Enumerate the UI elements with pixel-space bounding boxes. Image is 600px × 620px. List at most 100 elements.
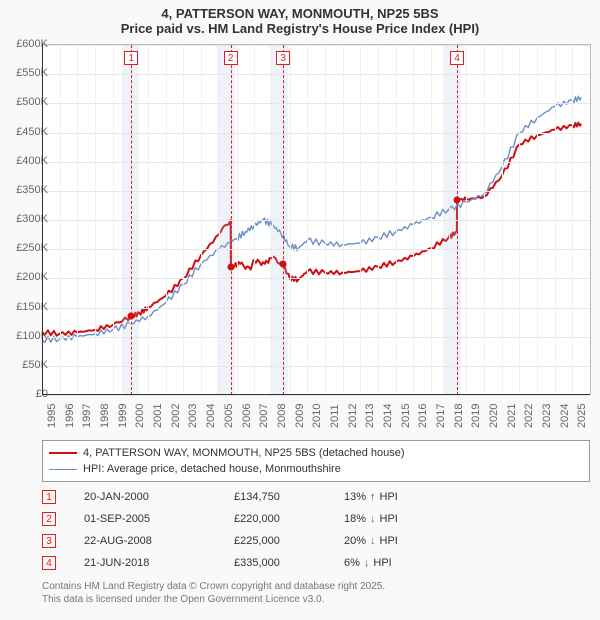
sale-marker-line [131,45,132,395]
x-axis-label: 2025 [576,414,588,428]
legend-swatch [49,452,77,454]
plot-area: 1234 [42,44,591,395]
y-axis [42,44,43,394]
x-gridline [431,45,432,395]
delta-percent: 13% [344,491,366,503]
sales-row: 2 01-SEP-2005£220,00018% ↓ HPI [42,508,590,530]
sales-row-delta: 13% ↑ HPI [344,491,424,503]
x-axis-label: 2001 [152,414,164,428]
sales-row-date: 01-SEP-2005 [84,513,234,525]
sale-marker-box: 1 [124,51,138,65]
y-gridline [42,366,590,367]
legend: 4, PATTERSON WAY, MONMOUTH, NP25 5BS (de… [42,440,590,482]
x-axis-label: 2019 [470,414,482,428]
x-gridline [413,45,414,395]
x-axis-label: 2011 [329,414,341,428]
x-axis-label: 2003 [187,414,199,428]
sales-row-delta: 18% ↓ HPI [344,513,424,525]
x-axis-label: 2017 [435,414,447,428]
x-gridline [60,45,61,395]
sale-marker-box: 3 [276,51,290,65]
x-gridline [307,45,308,395]
x-axis-label: 2013 [364,414,376,428]
x-axis-label: 2020 [488,414,500,428]
y-gridline [42,45,590,46]
legend-row: 4, PATTERSON WAY, MONMOUTH, NP25 5BS (de… [49,445,583,461]
x-gridline [219,45,220,395]
x-gridline [148,45,149,395]
x-gridline [555,45,556,395]
delta-percent: 6% [344,557,360,569]
sales-row-marker: 2 [42,512,56,526]
y-gridline [42,249,590,250]
y-gridline [42,162,590,163]
sales-row-price: £220,000 [234,513,344,525]
sale-marker-line [231,45,232,395]
y-gridline [42,308,590,309]
sales-row-date: 20-JAN-2000 [84,491,234,503]
x-gridline [396,45,397,395]
x-axis-label: 1999 [117,414,129,428]
x-axis-label: 2012 [347,414,359,428]
y-gridline [42,191,590,192]
sales-row-price: £134,750 [234,491,344,503]
x-axis-label: 2022 [523,414,535,428]
arrow-down-icon: ↓ [370,513,376,525]
x-axis-label: 2007 [258,414,270,428]
footer-line1: Contains HM Land Registry data © Crown c… [42,580,590,593]
y-gridline [42,337,590,338]
x-gridline [484,45,485,395]
x-axis-label: 2009 [294,414,306,428]
x-gridline [449,45,450,395]
x-gridline [77,45,78,395]
sales-row-date: 21-JUN-2018 [84,557,234,569]
x-gridline [343,45,344,395]
x-axis-label: 2014 [382,414,394,428]
delta-vs-label: HPI [380,513,398,525]
legend-label: HPI: Average price, detached house, Monm… [83,463,341,475]
x-axis-label: 2006 [241,414,253,428]
x-gridline [95,45,96,395]
sale-marker-line [283,45,284,395]
delta-vs-label: HPI [373,557,391,569]
x-axis-label: 2004 [205,414,217,428]
sales-table: 1 20-JAN-2000£134,75013% ↑ HPI 2 01-SEP-2005£… [42,486,590,574]
y-gridline [42,103,590,104]
x-axis-label: 1996 [64,414,76,428]
x-axis-label: 2021 [506,414,518,428]
x-gridline [237,45,238,395]
x-axis-label: 2000 [134,414,146,428]
delta-percent: 18% [344,513,366,525]
arrow-down-icon: ↓ [364,557,370,569]
legend-row: HPI: Average price, detached house, Monm… [49,461,583,477]
legend-swatch [49,469,77,470]
x-gridline [201,45,202,395]
y-gridline [42,133,590,134]
x-gridline [378,45,379,395]
sale-marker-line [457,45,458,395]
sales-row-delta: 6% ↓HPI [344,557,424,569]
delta-vs-label: HPI [380,535,398,547]
delta-vs-label: HPI [380,491,398,503]
sales-row: 1 20-JAN-2000£134,75013% ↑ HPI [42,486,590,508]
y-gridline [42,74,590,75]
x-gridline [466,45,467,395]
title-line2: Price paid vs. HM Land Registry's House … [0,21,600,42]
x-gridline [519,45,520,395]
x-gridline [290,45,291,395]
x-axis-label: 2018 [453,414,465,428]
sales-row: 421-JUN-2018£335,0006%↓HPI [42,552,590,574]
chart-container: 4, PATTERSON WAY, MONMOUTH, NP25 5BS Pri… [0,0,600,620]
sales-row-marker: 1 [42,490,56,504]
legend-label: 4, PATTERSON WAY, MONMOUTH, NP25 5BS (de… [83,447,405,459]
arrow-up-icon: ↑ [370,491,376,503]
sales-row-date: 22-AUG-2008 [84,535,234,547]
title-line1: 4, PATTERSON WAY, MONMOUTH, NP25 5BS [0,0,600,21]
sale-point-dot [280,260,287,267]
sale-point-dot [227,263,234,270]
sale-marker-box: 2 [224,51,238,65]
x-gridline [272,45,273,395]
x-gridline [325,45,326,395]
delta-percent: 20% [344,535,366,547]
sale-point-dot [128,313,135,320]
